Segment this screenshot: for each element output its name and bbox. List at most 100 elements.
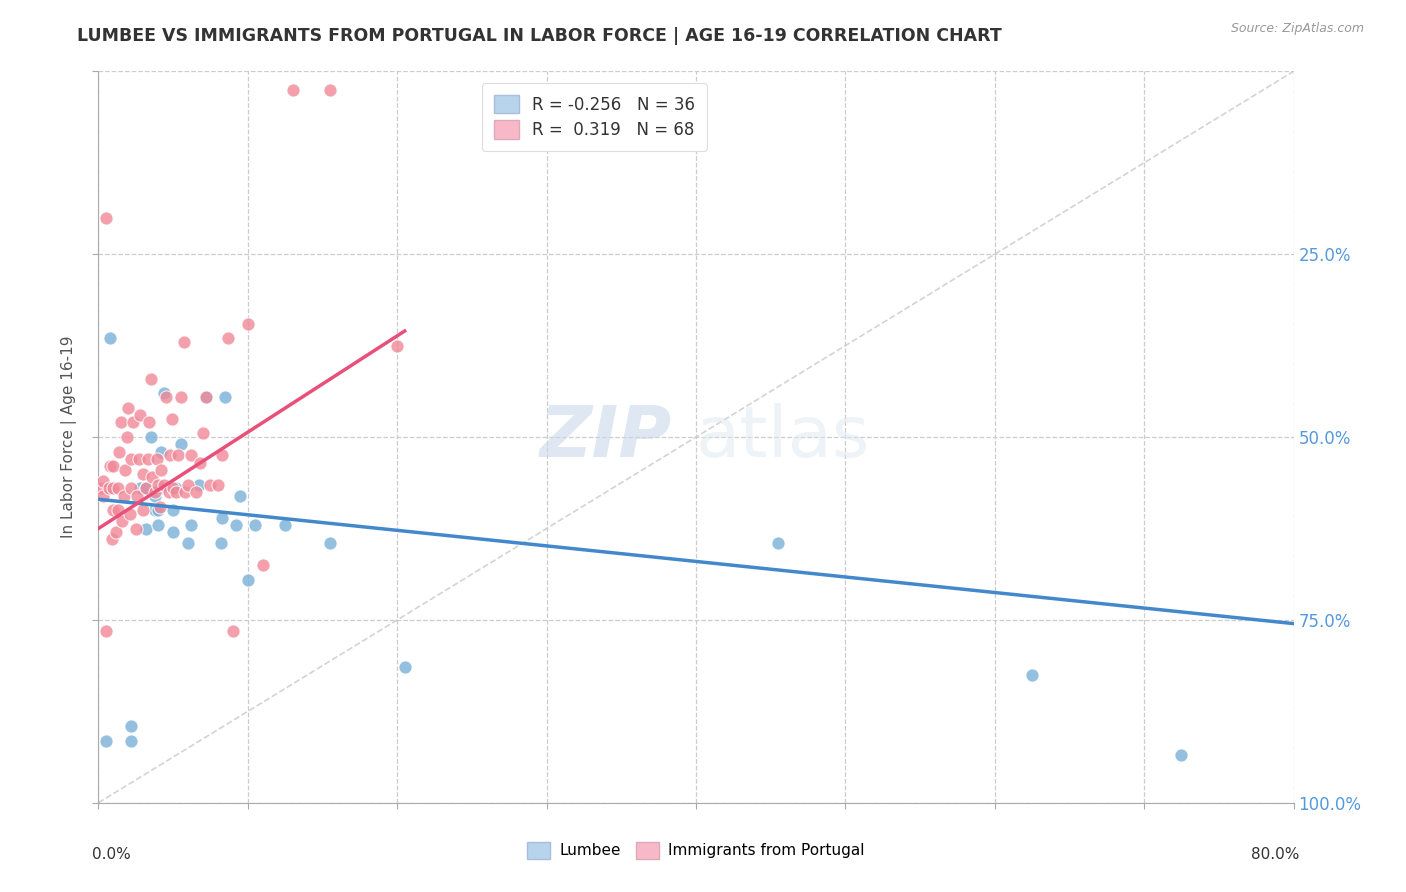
Point bbox=[138, 416, 160, 430]
Point bbox=[135, 481, 157, 495]
Point bbox=[91, 489, 114, 503]
Point bbox=[150, 444, 173, 458]
Point bbox=[132, 467, 155, 481]
Point bbox=[111, 514, 134, 528]
Point bbox=[207, 477, 229, 491]
Point bbox=[135, 521, 157, 535]
Point bbox=[117, 401, 139, 415]
Point bbox=[107, 481, 129, 495]
Point bbox=[165, 481, 187, 495]
Point bbox=[150, 463, 173, 477]
Y-axis label: In Labor Force | Age 16-19: In Labor Force | Age 16-19 bbox=[60, 335, 77, 539]
Point bbox=[90, 481, 112, 495]
Point bbox=[191, 426, 214, 441]
Point bbox=[180, 448, 202, 462]
Point bbox=[184, 485, 207, 500]
Point bbox=[187, 477, 209, 491]
Point bbox=[229, 489, 252, 503]
Point bbox=[173, 334, 195, 349]
Point bbox=[177, 477, 200, 491]
Point bbox=[129, 481, 152, 495]
Point bbox=[103, 459, 125, 474]
Point bbox=[139, 430, 162, 444]
Point bbox=[195, 390, 218, 404]
Point bbox=[148, 477, 170, 491]
Point bbox=[1170, 748, 1192, 763]
Text: LUMBEE VS IMMIGRANTS FROM PORTUGAL IN LABOR FORCE | AGE 16-19 CORRELATION CHART: LUMBEE VS IMMIGRANTS FROM PORTUGAL IN LA… bbox=[77, 27, 1002, 45]
Point bbox=[94, 624, 117, 638]
Point bbox=[120, 452, 142, 467]
Point bbox=[200, 477, 222, 491]
Point bbox=[127, 489, 149, 503]
Point bbox=[139, 371, 162, 385]
Point bbox=[121, 416, 143, 430]
Point bbox=[94, 211, 117, 225]
Point bbox=[120, 733, 142, 747]
Point bbox=[132, 503, 155, 517]
Legend: Lumbee, Immigrants from Portugal: Lumbee, Immigrants from Portugal bbox=[522, 836, 870, 864]
Point bbox=[162, 525, 184, 540]
Point bbox=[97, 481, 120, 495]
Point bbox=[155, 390, 177, 404]
Point bbox=[319, 83, 342, 97]
Point bbox=[169, 437, 191, 451]
Point bbox=[162, 503, 184, 517]
Point bbox=[129, 408, 152, 422]
Point bbox=[149, 500, 172, 514]
Point bbox=[135, 481, 157, 495]
Point bbox=[143, 489, 166, 503]
Point bbox=[319, 536, 342, 550]
Point bbox=[236, 573, 259, 587]
Point bbox=[120, 719, 142, 733]
Point bbox=[128, 452, 150, 467]
Point bbox=[136, 452, 159, 467]
Point bbox=[180, 517, 202, 532]
Point bbox=[94, 733, 117, 747]
Point bbox=[166, 448, 188, 462]
Point bbox=[766, 536, 789, 550]
Point bbox=[110, 416, 132, 430]
Point bbox=[105, 525, 128, 540]
Point bbox=[153, 386, 176, 401]
Point bbox=[107, 503, 129, 517]
Point bbox=[114, 463, 136, 477]
Point bbox=[150, 481, 173, 495]
Point bbox=[211, 448, 233, 462]
Point bbox=[209, 536, 232, 550]
Point bbox=[252, 558, 274, 573]
Point bbox=[108, 444, 131, 458]
Point bbox=[153, 477, 176, 491]
Point bbox=[165, 485, 187, 500]
Point bbox=[217, 331, 239, 345]
Point bbox=[394, 660, 416, 674]
Point bbox=[214, 390, 236, 404]
Point bbox=[141, 470, 163, 484]
Point bbox=[174, 485, 197, 500]
Point bbox=[120, 481, 142, 495]
Point bbox=[160, 412, 183, 426]
Point bbox=[145, 452, 167, 467]
Point bbox=[101, 533, 124, 547]
Point bbox=[159, 448, 181, 462]
Point bbox=[91, 474, 114, 488]
Point bbox=[103, 481, 125, 495]
Text: Source: ZipAtlas.com: Source: ZipAtlas.com bbox=[1230, 22, 1364, 36]
Point bbox=[112, 489, 135, 503]
Point bbox=[211, 510, 233, 524]
Text: 80.0%: 80.0% bbox=[1251, 847, 1299, 862]
Point bbox=[245, 517, 267, 532]
Point bbox=[188, 456, 211, 470]
Point bbox=[148, 503, 170, 517]
Point bbox=[125, 521, 148, 535]
Point bbox=[103, 503, 125, 517]
Point bbox=[385, 338, 409, 352]
Text: ZIP: ZIP bbox=[540, 402, 672, 472]
Point bbox=[115, 430, 138, 444]
Point bbox=[169, 390, 191, 404]
Point bbox=[148, 517, 170, 532]
Point bbox=[162, 481, 184, 495]
Point bbox=[143, 485, 166, 500]
Text: atlas: atlas bbox=[696, 402, 870, 472]
Point bbox=[143, 503, 166, 517]
Point bbox=[236, 317, 259, 331]
